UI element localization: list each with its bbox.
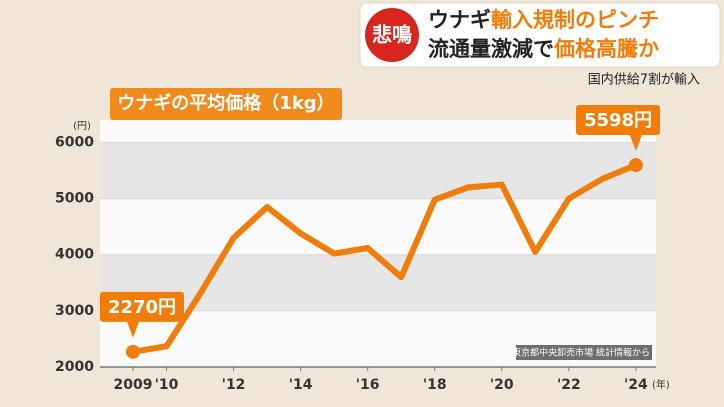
x-tick-label: '10	[155, 377, 179, 393]
y-tick-label: 5000	[55, 191, 94, 207]
chart-title: ウナギの平均価格（1kg）	[117, 92, 334, 114]
y-unit: (円)	[73, 121, 91, 132]
callout-box	[100, 291, 184, 322]
subtitle: 国内供給7割が輸入	[588, 72, 700, 88]
headline-part: 流通量激減で	[428, 37, 554, 61]
x-tick-label: '12	[222, 377, 246, 393]
x-tick-label: '20	[490, 377, 514, 393]
callout-pointer	[629, 135, 642, 152]
y-tick-label: 2000	[55, 359, 94, 375]
callout-pointer	[126, 321, 139, 338]
x-tick-label: 2009	[113, 377, 152, 393]
chart-title-box	[110, 88, 342, 120]
x-tick-label: '18	[423, 377, 447, 393]
y-tick-label: 6000	[55, 134, 94, 150]
y-tick-label: 3000	[55, 303, 94, 319]
grid-band	[100, 142, 656, 199]
callout-box	[576, 105, 660, 136]
headline-part: 輸入規制のピンチ	[491, 8, 659, 32]
x-tick-label: '16	[356, 377, 380, 393]
x-tick-label: '14	[289, 377, 313, 393]
point	[628, 158, 643, 173]
headline-box	[359, 2, 721, 68]
source-box	[516, 345, 652, 360]
headline-part: 価格高騰か	[553, 37, 659, 61]
value-label: 2270円	[108, 297, 176, 318]
source: 東京都中央卸売市場 統計情報から	[512, 347, 650, 359]
y-tick-label: 4000	[55, 247, 94, 263]
value-label: 5598円	[584, 110, 652, 131]
line	[129, 162, 639, 355]
x-tick-label: '22	[557, 377, 581, 393]
badge	[365, 8, 419, 62]
point	[125, 344, 140, 359]
x-tick-label: '24	[624, 377, 648, 393]
headline: ウナギ輸入規制のピンチ	[428, 8, 659, 32]
badge-text: 悲鳴	[372, 23, 412, 47]
headline-part: ウナギ	[428, 8, 491, 32]
x-unit: (年)	[652, 378, 670, 391]
headline: 流通量激減で価格高騰か	[428, 37, 659, 61]
